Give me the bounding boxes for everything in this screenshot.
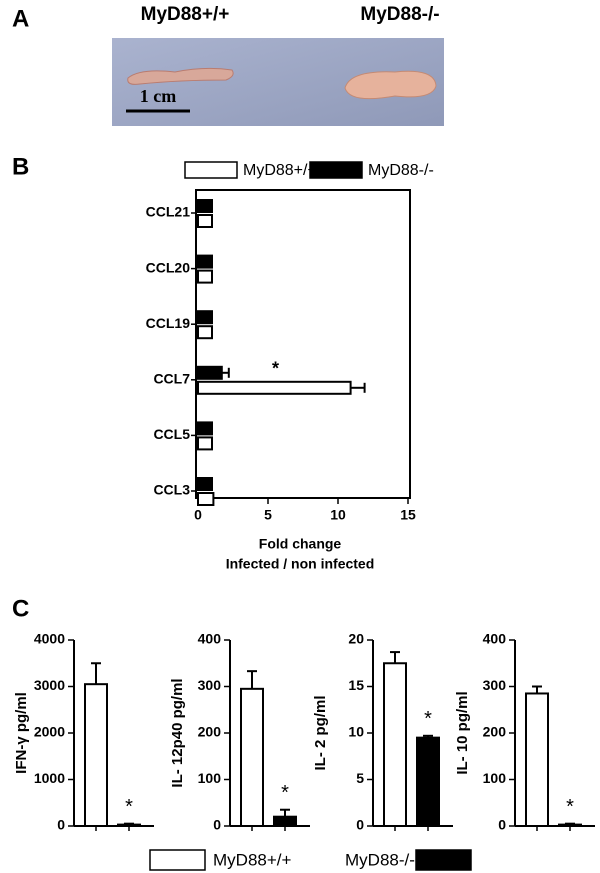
y-tick-label: 1000 <box>34 770 65 786</box>
legend-swatch <box>184 161 238 179</box>
y-tick-label: 400 <box>198 631 222 647</box>
legend-swatch <box>149 849 206 871</box>
bar <box>117 823 141 827</box>
y-tick-label: CCL3 <box>153 482 190 498</box>
colon-ko <box>344 70 437 100</box>
x-axis-label: Infected / non infected <box>226 556 375 572</box>
bar <box>197 214 213 228</box>
bar <box>197 492 215 506</box>
y-tick-label: 100 <box>198 770 222 786</box>
legend-label: MyD88+/+ <box>213 850 291 869</box>
bar <box>197 325 213 340</box>
plot-frame <box>195 189 411 499</box>
y-tick-label: CCL7 <box>153 371 190 387</box>
x-tick-label: 10 <box>330 507 346 523</box>
y-tick-label: 15 <box>348 677 364 693</box>
photo-label: MyD88-/- <box>360 4 439 25</box>
bar <box>197 365 223 380</box>
y-tick-label: 100 <box>483 770 507 786</box>
bar <box>197 380 352 395</box>
y-tick-label: 200 <box>483 724 507 740</box>
y-tick-label: 2000 <box>34 724 65 740</box>
bar <box>558 823 582 827</box>
bar <box>240 687 264 828</box>
annotation: * <box>272 359 279 379</box>
y-tick-label: 300 <box>198 677 222 693</box>
bar <box>197 436 213 451</box>
bar <box>197 269 213 284</box>
bar <box>197 254 213 269</box>
y-axis-label: IL- 2 pg/ml <box>312 696 329 771</box>
bar <box>525 692 549 827</box>
annotation: * <box>125 796 133 818</box>
y-tick-label: 200 <box>198 724 222 740</box>
x-tick-label: 5 <box>264 507 272 523</box>
bar <box>197 477 213 491</box>
y-axis-label: IL- 12p40 pg/ml <box>169 678 186 787</box>
photo-label: MyD88+/+ <box>141 4 230 25</box>
y-axis-label: IL- 10 pg/ml <box>454 691 471 774</box>
legend-label: MyD88-/- <box>368 162 434 179</box>
bar <box>197 310 213 325</box>
legend-swatch <box>415 849 472 871</box>
y-tick-label: 5 <box>356 770 364 786</box>
y-tick-label: CCL19 <box>146 315 191 331</box>
legend-label: MyD88+/+ <box>243 162 317 179</box>
bar <box>383 662 407 827</box>
y-tick-label: 300 <box>483 677 507 693</box>
x-tick-label: 15 <box>400 507 416 523</box>
x-axis-label: Fold change <box>259 536 342 552</box>
y-tick-label: 20 <box>348 631 364 647</box>
bar <box>84 683 108 827</box>
y-tick-label: 3000 <box>34 677 65 693</box>
x-tick-label: 0 <box>194 507 202 523</box>
y-tick-label: 10 <box>348 724 364 740</box>
panel-label: C <box>12 595 29 622</box>
y-tick-label: CCL20 <box>146 259 191 275</box>
bar <box>197 421 213 436</box>
y-tick-label: 400 <box>483 631 507 647</box>
colon-wt <box>127 67 234 85</box>
bar <box>416 736 440 828</box>
y-tick-label: CCL21 <box>146 204 191 220</box>
panel-label: B <box>12 153 29 180</box>
y-tick-label: 4000 <box>34 631 65 647</box>
y-tick-label: CCL5 <box>153 426 190 442</box>
scale-bar-label: 1 cm <box>140 86 176 106</box>
annotation: * <box>281 782 289 804</box>
legend-swatch <box>309 161 363 179</box>
bar <box>197 199 213 213</box>
bar <box>273 815 297 828</box>
panel-label: A <box>12 5 29 32</box>
annotation: * <box>424 708 432 730</box>
annotation: * <box>566 796 574 818</box>
y-tick-label: 0 <box>498 817 506 833</box>
y-tick-label: 0 <box>213 817 221 833</box>
y-axis-label: IFN-γ pg/ml <box>13 692 30 774</box>
y-tick-label: 0 <box>57 817 65 833</box>
y-tick-label: 0 <box>356 817 364 833</box>
legend-label: MyD88-/- <box>345 850 415 869</box>
